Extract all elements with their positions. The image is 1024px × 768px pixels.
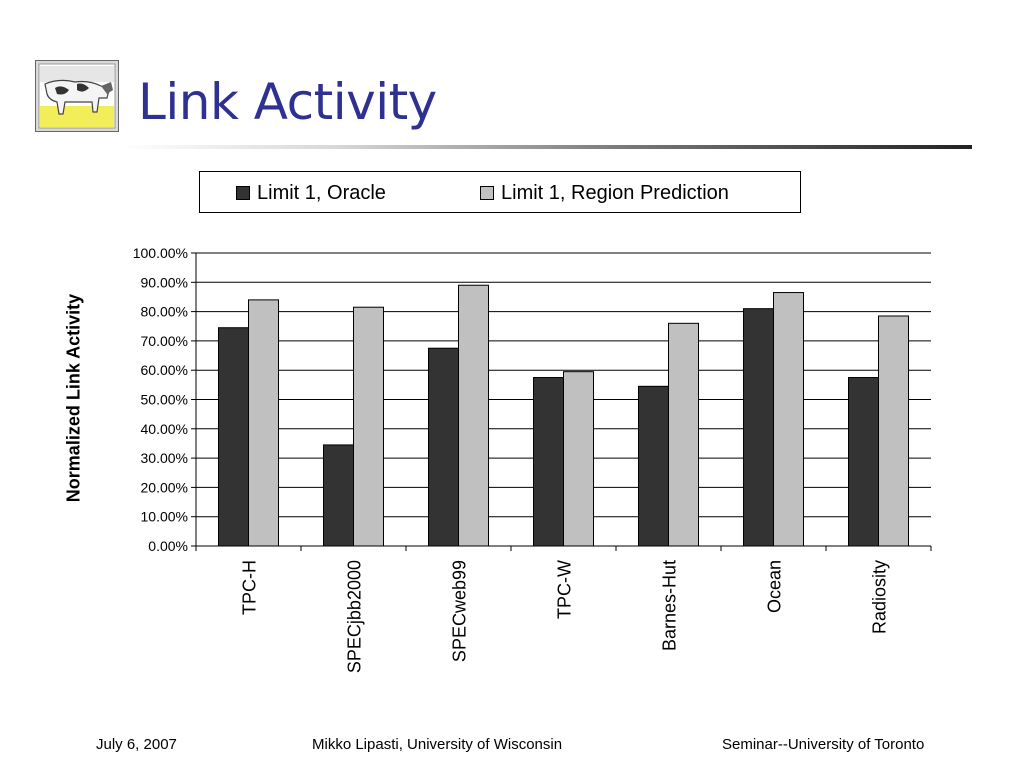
bar-oracle: [848, 377, 879, 547]
x-tick-label: SPECjbb2000: [345, 560, 365, 673]
bar-oracle: [638, 385, 669, 547]
y-tick-label: 60.00%: [141, 362, 188, 378]
y-tick-label: 80.00%: [141, 304, 188, 320]
y-tick-label: 70.00%: [141, 333, 188, 349]
y-tick-label: 20.00%: [141, 479, 188, 495]
bar-region-prediction: [563, 371, 594, 547]
y-tick-label: 50.00%: [141, 392, 188, 408]
bar-oracle: [218, 327, 249, 547]
legend-item-oracle: Limit 1, Oracle: [236, 182, 386, 204]
bar-region-prediction: [773, 292, 804, 547]
legend-swatch-oracle: [236, 186, 250, 200]
y-tick-label: 10.00%: [141, 509, 188, 525]
bar-region-prediction: [458, 284, 489, 547]
x-tick-label: SPECweb99: [450, 560, 470, 662]
footer-author: Mikko Lipasti, University of Wisconsin: [312, 736, 563, 753]
x-tick-label: TPC-H: [240, 560, 260, 615]
footer-date: July 6, 2007: [96, 736, 177, 753]
bar-region-prediction: [353, 306, 384, 547]
cow-logo-icon: [35, 60, 119, 132]
x-tick-label: Radiosity: [870, 560, 890, 634]
x-tick-label: Barnes-Hut: [660, 560, 680, 651]
bar-region-prediction: [668, 322, 699, 547]
bar-oracle: [743, 308, 774, 547]
bar-oracle: [533, 377, 564, 547]
bar-region-prediction: [878, 315, 909, 547]
y-tick-label: 30.00%: [141, 450, 188, 466]
footer-venue: Seminar--University of Toronto: [722, 736, 925, 753]
bar-oracle: [323, 444, 354, 547]
legend-label-oracle: Limit 1, Oracle: [257, 181, 386, 204]
y-tick-label: 0.00%: [148, 538, 188, 554]
bar-oracle: [428, 347, 459, 547]
legend-swatch-region-prediction: [480, 186, 494, 200]
y-tick-label: 100.00%: [133, 245, 188, 261]
chart-legend: Limit 1, Oracle Limit 1, Region Predicti…: [199, 171, 801, 213]
bar-region-prediction: [248, 299, 279, 547]
slide-title: Link Activity: [138, 73, 437, 131]
x-tick-label: Ocean: [765, 560, 785, 613]
title-divider: [120, 145, 972, 149]
y-tick-label: 40.00%: [141, 421, 188, 437]
x-tick-label: TPC-W: [555, 560, 575, 619]
y-tick-label: 90.00%: [141, 274, 188, 290]
legend-item-region-prediction: Limit 1, Region Prediction: [480, 182, 729, 204]
legend-label-region-prediction: Limit 1, Region Prediction: [501, 181, 729, 204]
